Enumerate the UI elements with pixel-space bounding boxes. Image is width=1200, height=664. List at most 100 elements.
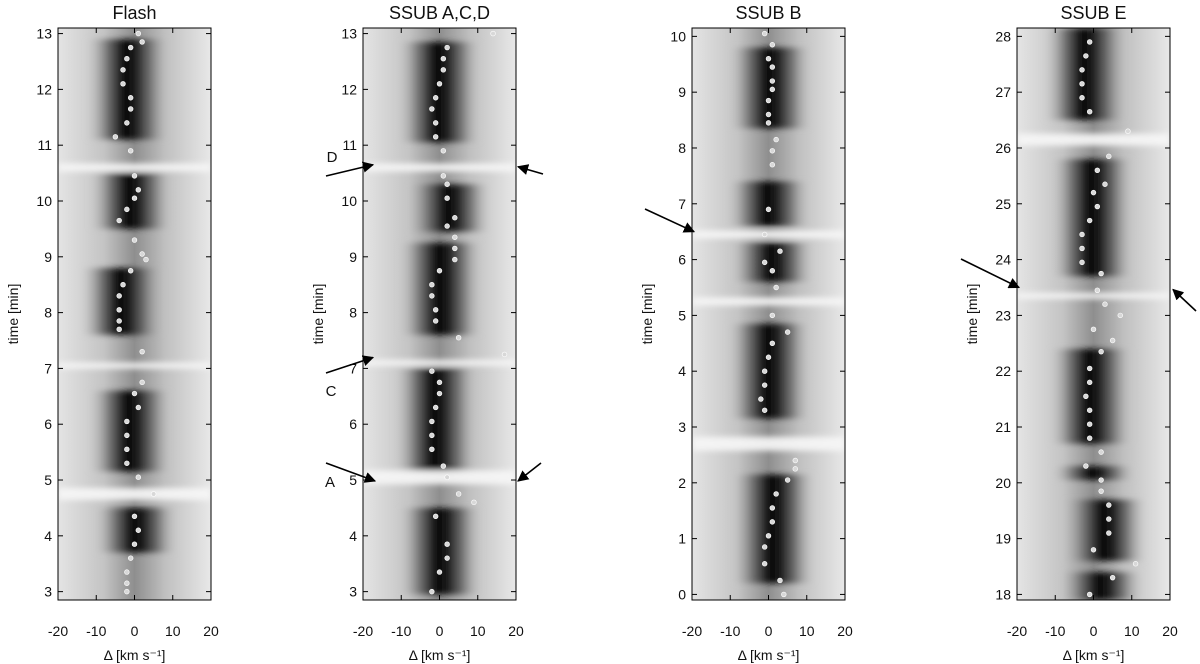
velocity-point xyxy=(429,588,435,595)
arrow-ssub-e-right xyxy=(1172,288,1197,312)
velocity-point xyxy=(1094,203,1101,210)
dark-band xyxy=(1059,572,1144,600)
dark-band xyxy=(1043,28,1128,121)
velocity-point xyxy=(1083,393,1089,400)
velocity-point xyxy=(765,354,772,360)
arrow-a-right xyxy=(517,462,542,482)
y-axis-label: time [min] xyxy=(639,284,655,345)
velocity-point xyxy=(139,379,145,386)
dark-band xyxy=(398,242,483,335)
x-tick-label: 20 xyxy=(1162,623,1178,639)
velocity-point xyxy=(452,245,458,252)
velocity-point xyxy=(1102,181,1108,187)
velocity-point xyxy=(769,312,776,319)
velocity-point xyxy=(761,368,768,374)
y-axis-label: time [min] xyxy=(964,284,980,345)
velocity-point xyxy=(1086,39,1093,45)
velocity-point xyxy=(432,318,439,324)
velocity-point xyxy=(455,335,462,341)
velocity-point xyxy=(436,569,443,575)
y-axis-label: time [min] xyxy=(5,284,21,345)
velocity-point xyxy=(131,541,138,547)
velocity-point xyxy=(1086,109,1093,115)
velocity-point xyxy=(131,390,138,397)
velocity-point xyxy=(792,466,798,472)
arrow-d-right xyxy=(516,164,544,175)
velocity-point xyxy=(765,120,772,126)
y-tick-label: 6 xyxy=(349,416,357,432)
x-axis-label: Δ [km s⁻¹] xyxy=(738,647,800,663)
velocity-point xyxy=(429,282,435,288)
bright-band xyxy=(58,487,211,500)
velocity-point xyxy=(432,307,439,313)
dark-band xyxy=(88,173,173,229)
y-tick-label: 5 xyxy=(44,472,52,488)
velocity-point xyxy=(139,251,145,257)
arrow-ssub-e-left xyxy=(960,258,1021,289)
velocity-point xyxy=(784,329,791,335)
y-tick-label: 13 xyxy=(36,26,52,42)
velocity-point xyxy=(769,86,776,93)
arrow-d-left xyxy=(325,161,375,177)
arrow-ssub-b xyxy=(644,208,696,233)
velocity-point xyxy=(120,282,126,288)
y-tick-label: 3 xyxy=(44,584,52,600)
x-tick-label: 0 xyxy=(436,623,444,639)
velocity-point xyxy=(131,237,138,243)
velocity-point xyxy=(432,404,439,411)
dark-band xyxy=(1050,159,1135,277)
velocity-point xyxy=(1086,435,1093,441)
velocity-point xyxy=(143,256,149,263)
velocity-point xyxy=(127,555,134,561)
x-axis-label: Δ [km s⁻¹] xyxy=(1063,647,1125,663)
velocity-point xyxy=(1098,477,1104,483)
velocity-point xyxy=(135,474,142,480)
panel-4: -20 -10 0 10 20 18 19 20 21 22 23 24 25 26 27 28 SSUB E Δ… xyxy=(964,3,1178,663)
y-tick-label: 7 xyxy=(349,360,357,376)
velocity-point xyxy=(1106,153,1112,160)
bright-band xyxy=(58,163,211,172)
velocity-point xyxy=(135,187,142,193)
x-axis-label: Δ [km s⁻¹] xyxy=(104,647,166,663)
velocity-point xyxy=(116,293,122,299)
velocity-point xyxy=(761,561,768,567)
velocity-point xyxy=(116,217,122,224)
bright-band xyxy=(363,163,516,172)
velocity-point xyxy=(1079,245,1085,252)
x-tick-label: -20 xyxy=(353,623,373,639)
x-tick-label: -10 xyxy=(1045,623,1065,639)
velocity-point xyxy=(116,326,122,333)
velocity-point xyxy=(124,432,130,439)
velocity-point xyxy=(1098,449,1104,455)
x-tick-label: -10 xyxy=(720,623,740,639)
velocity-point xyxy=(758,396,764,402)
velocity-point xyxy=(436,390,443,397)
velocity-point xyxy=(1079,95,1085,101)
x-tick-label: 10 xyxy=(470,623,486,639)
dark-band xyxy=(79,267,164,335)
panel-title: SSUB B xyxy=(735,3,801,23)
velocity-point xyxy=(769,162,776,168)
velocity-point xyxy=(1132,561,1139,567)
panel-1: -20 -10 0 10 20 3 4 5 6 7 8 9 10 11 12 13 Flash Δ [km s⁻¹… xyxy=(5,3,219,663)
velocity-point xyxy=(127,148,134,154)
velocity-point xyxy=(1083,53,1089,59)
velocity-point xyxy=(436,268,443,274)
dark-band xyxy=(396,41,482,143)
y-tick-label: 10 xyxy=(36,193,52,209)
velocity-point xyxy=(429,106,435,112)
dark-band xyxy=(731,474,816,584)
y-tick-label: 8 xyxy=(44,305,52,321)
velocity-point xyxy=(116,307,122,313)
velocity-point xyxy=(124,588,130,595)
velocity-point xyxy=(769,505,776,511)
velocity-point xyxy=(432,95,439,101)
y-tick-label: 10 xyxy=(341,193,357,209)
velocity-point xyxy=(444,195,450,201)
y-tick-label: 5 xyxy=(349,472,357,488)
y-tick-label: 9 xyxy=(44,249,52,265)
velocity-point xyxy=(440,173,447,179)
y-tick-label: 25 xyxy=(995,196,1011,212)
velocity-point xyxy=(436,81,443,87)
